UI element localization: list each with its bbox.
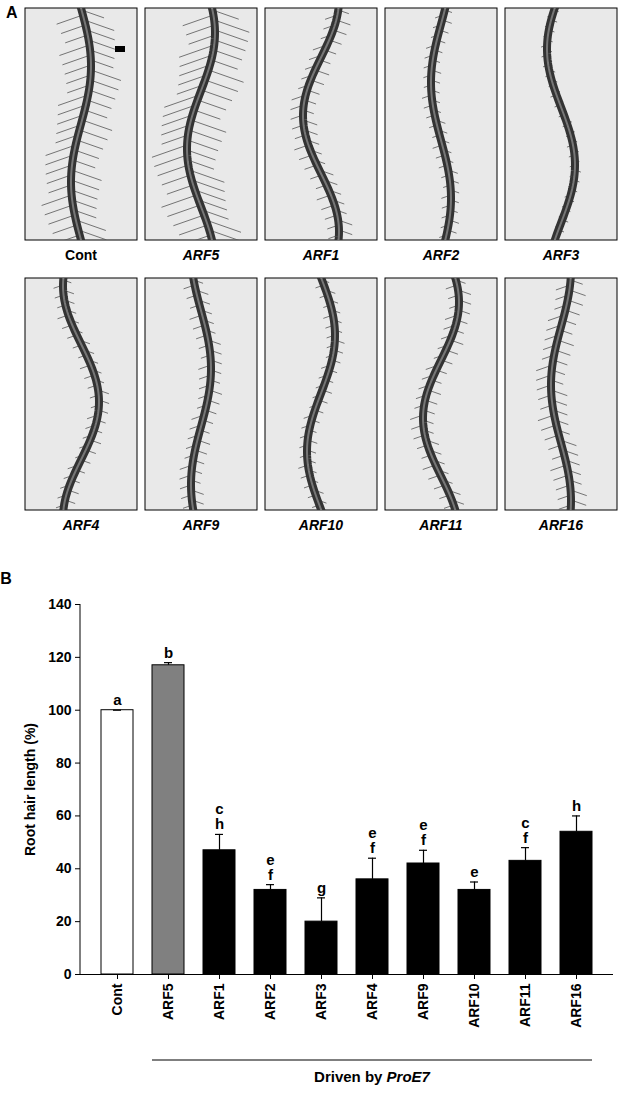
svg-text:Cont: Cont	[109, 983, 125, 1015]
svg-text:ef: ef	[266, 851, 274, 883]
svg-text:ARF5: ARF5	[160, 983, 176, 1020]
svg-text:ARF4: ARF4	[62, 517, 100, 533]
svg-text:Root hair length (%): Root hair length (%)	[22, 723, 38, 856]
svg-text:ARF2: ARF2	[262, 983, 278, 1020]
svg-text:100: 100	[48, 702, 72, 718]
svg-text:ARF5: ARF5	[182, 247, 220, 263]
svg-text:ARF10: ARF10	[466, 983, 482, 1028]
svg-text:ARF11: ARF11	[517, 983, 533, 1027]
svg-text:ARF1: ARF1	[302, 247, 340, 263]
svg-text:140: 140	[48, 596, 72, 612]
svg-text:Driven by ProE7: Driven by ProE7	[314, 1068, 431, 1085]
svg-text:ARF9: ARF9	[182, 517, 220, 533]
svg-text:ef: ef	[368, 824, 376, 856]
svg-text:60: 60	[56, 807, 72, 823]
svg-text:h: h	[572, 797, 581, 814]
svg-text:B: B	[0, 570, 12, 587]
svg-text:120: 120	[48, 649, 72, 665]
svg-text:80: 80	[56, 755, 72, 771]
svg-text:ARF3: ARF3	[542, 247, 580, 263]
svg-text:e: e	[470, 863, 478, 880]
svg-text:Cont: Cont	[65, 247, 97, 263]
svg-text:ARF4: ARF4	[364, 983, 380, 1020]
svg-text:ARF2: ARF2	[422, 247, 460, 263]
svg-text:ARF16: ARF16	[538, 517, 584, 533]
svg-text:cf: cf	[521, 814, 529, 846]
svg-text:0: 0	[64, 966, 72, 982]
svg-text:ARF3: ARF3	[313, 983, 329, 1020]
svg-text:ARF9: ARF9	[415, 983, 431, 1020]
svg-text:g: g	[317, 879, 326, 896]
svg-text:20: 20	[56, 913, 72, 929]
svg-text:ARF16: ARF16	[568, 983, 584, 1028]
svg-text:ARF1: ARF1	[211, 983, 227, 1020]
svg-text:ARF11: ARF11	[418, 517, 463, 533]
svg-text:ef: ef	[419, 816, 427, 848]
svg-text:b: b	[164, 644, 173, 661]
svg-text:40: 40	[56, 860, 72, 876]
svg-text:a: a	[113, 691, 122, 708]
svg-text:ARF10: ARF10	[298, 517, 344, 533]
svg-text:A: A	[6, 4, 18, 21]
svg-text:ch: ch	[215, 800, 224, 832]
